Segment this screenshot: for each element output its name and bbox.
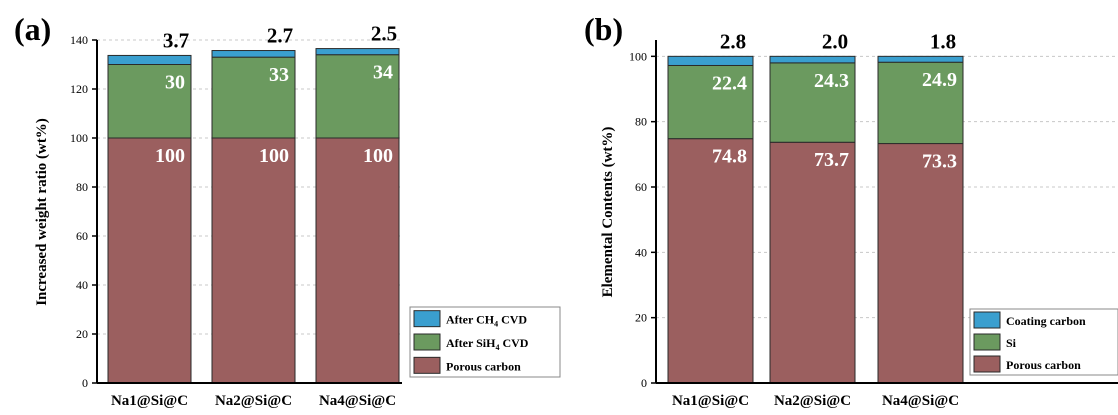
x-tick-label: Na4@Si@C (882, 393, 959, 409)
bar-value-label: 24.3 (814, 70, 849, 92)
bar-segment (769, 62, 856, 143)
bar-segment (107, 54, 192, 66)
y-tick-label: 20 (635, 311, 647, 325)
legend-swatch (973, 355, 1001, 373)
y-axis-label: Elemental Contents (wt%) (600, 127, 616, 298)
bar-value-label: 2.7 (267, 24, 293, 48)
bar-value-label: 2.8 (720, 29, 746, 53)
bar-value-label: 2.0 (822, 29, 848, 53)
bar-value-label: 2.5 (371, 22, 397, 46)
y-tick-label: 60 (76, 229, 88, 243)
legend-entry: Si (1006, 336, 1017, 350)
x-tick-label: Na2@Si@C (215, 393, 292, 409)
bar-segment (211, 56, 296, 139)
x-tick-label: Na1@Si@C (111, 393, 188, 409)
bar-value-label: 22.4 (712, 72, 747, 94)
y-tick-label: 60 (635, 180, 647, 194)
bar-segment (315, 54, 400, 139)
legend-swatch (413, 310, 441, 328)
bar-value-label: 24.9 (922, 69, 957, 91)
bar-value-label: 1.8 (930, 29, 956, 53)
legend-swatch (973, 333, 1001, 351)
bar-value-label: 3.7 (163, 28, 189, 52)
bar-segment (107, 137, 192, 384)
y-tick-label: 40 (76, 278, 88, 292)
legend-swatch (973, 311, 1001, 329)
y-tick-label: 80 (635, 115, 647, 129)
bar-value-label: 100 (155, 145, 185, 167)
y-tick-label: 20 (76, 327, 88, 341)
bar-value-label: 33 (269, 64, 289, 86)
legend-entry: After CH4 CVD (446, 313, 527, 329)
bar-segment (211, 50, 296, 58)
y-tick-label: 100 (70, 131, 88, 145)
panel-label: (b) (584, 11, 623, 47)
panel-label: (a) (14, 11, 51, 47)
y-tick-label: 120 (70, 82, 88, 96)
bar-value-label: 34 (373, 62, 393, 84)
bar-segment (315, 48, 400, 56)
y-tick-label: 0 (82, 376, 88, 390)
bar-segment (769, 141, 856, 384)
bar-value-label: 100 (259, 145, 289, 167)
legend-entry: Porous carbon (446, 359, 521, 373)
bar-segment (667, 64, 754, 140)
bar-segment (877, 55, 964, 63)
x-tick-label: Na1@Si@C (672, 393, 749, 409)
bar-segment (315, 137, 400, 384)
legend-entry: Coating carbon (1006, 314, 1086, 328)
legend-swatch (413, 333, 441, 351)
x-tick-label: Na4@Si@C (319, 393, 396, 409)
legend-swatch (413, 356, 441, 374)
bar-value-label: 73.3 (922, 151, 957, 173)
bar-segment (211, 137, 296, 384)
bar-segment (769, 55, 856, 64)
y-axis-label: Increased weight ratio (wt%) (34, 118, 50, 306)
bar-value-label: 30 (165, 72, 185, 94)
y-tick-label: 140 (70, 33, 88, 47)
bar-value-label: 73.7 (814, 149, 849, 171)
bar-segment (667, 138, 754, 384)
legend-entry: After SiH4 CVD (446, 336, 529, 352)
bar-segment (667, 55, 754, 66)
bar-segment (107, 64, 192, 139)
bar-segment (877, 143, 964, 384)
x-tick-label: Na2@Si@C (774, 393, 851, 409)
legend-entry: Porous carbon (1006, 358, 1081, 372)
bar-value-label: 74.8 (712, 146, 747, 168)
bar-value-label: 100 (363, 145, 393, 167)
y-tick-label: 80 (76, 180, 88, 194)
y-tick-label: 0 (641, 376, 647, 390)
y-tick-label: 40 (635, 245, 647, 259)
y-tick-label: 100 (629, 49, 647, 63)
